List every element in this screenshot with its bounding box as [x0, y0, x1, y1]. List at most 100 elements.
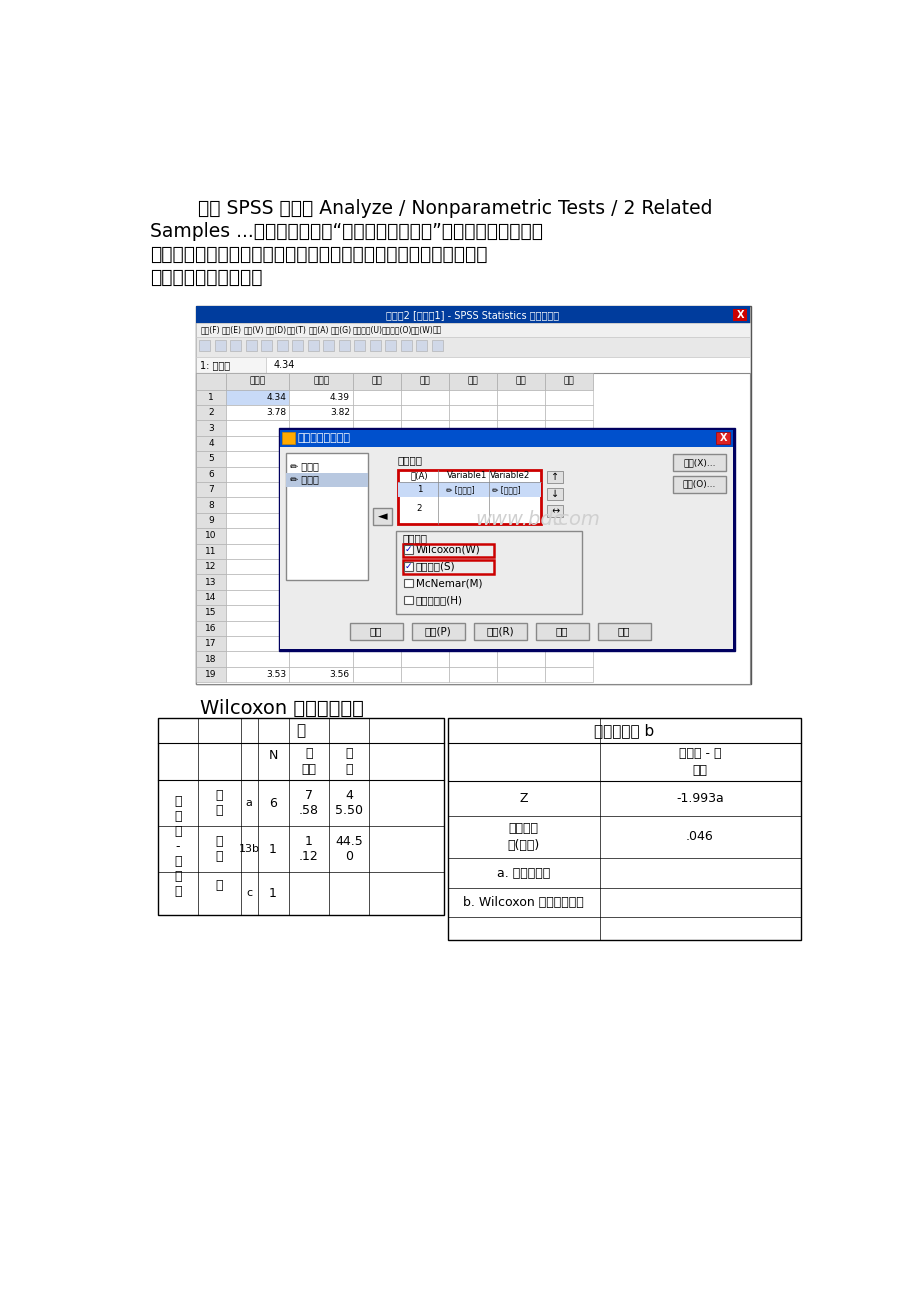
- Text: 正
秩: 正 秩: [215, 836, 222, 863]
- Bar: [448, 529, 496, 543]
- Text: 转换(T): 转换(T): [287, 326, 307, 335]
- Bar: [353, 529, 401, 543]
- Text: 7: 7: [208, 486, 214, 495]
- Text: 8: 8: [208, 500, 214, 509]
- Bar: [545, 466, 593, 482]
- Bar: [353, 372, 401, 389]
- Bar: [401, 405, 448, 421]
- Text: ✏ [甲方法]: ✏ [甲方法]: [446, 486, 474, 495]
- Bar: [282, 432, 294, 444]
- Bar: [401, 605, 448, 621]
- Bar: [545, 590, 593, 605]
- Bar: [196, 605, 225, 621]
- Bar: [323, 340, 334, 352]
- Bar: [353, 436, 401, 452]
- Text: 17: 17: [205, 639, 217, 648]
- Bar: [196, 372, 750, 684]
- Text: 取消: 取消: [555, 626, 568, 637]
- Text: 渐近显著
性(双侧): 渐近显著 性(双侧): [506, 822, 539, 852]
- Bar: [349, 622, 403, 639]
- Bar: [196, 466, 225, 482]
- Bar: [225, 559, 289, 574]
- Bar: [196, 574, 225, 590]
- Bar: [545, 543, 593, 559]
- Bar: [496, 452, 545, 466]
- Bar: [289, 529, 353, 543]
- Text: ↑: ↑: [550, 473, 559, 482]
- Bar: [289, 466, 353, 482]
- Text: 4.34: 4.34: [267, 393, 286, 402]
- Text: X: X: [736, 310, 743, 320]
- Bar: [403, 546, 412, 553]
- Text: ◄: ◄: [377, 510, 387, 523]
- Bar: [716, 432, 730, 444]
- Text: 3.82: 3.82: [330, 408, 349, 417]
- Bar: [496, 513, 545, 529]
- Text: Variable1: Variable1: [447, 471, 487, 480]
- Bar: [289, 482, 353, 497]
- Text: Variable2: Variable2: [490, 471, 530, 480]
- Text: c: c: [245, 888, 252, 898]
- Bar: [403, 596, 412, 604]
- Bar: [403, 543, 494, 557]
- Bar: [353, 605, 401, 621]
- Bar: [196, 559, 225, 574]
- Text: 附加内容(O): 附加内容(O): [381, 326, 412, 335]
- Text: 两个关联样本检验: 两个关联样本检验: [297, 434, 350, 443]
- Bar: [448, 513, 496, 529]
- Text: .046: .046: [686, 831, 713, 844]
- Bar: [353, 452, 401, 466]
- Text: 秩
和: 秩 和: [345, 747, 352, 776]
- Bar: [215, 340, 225, 352]
- Bar: [448, 590, 496, 605]
- Bar: [289, 405, 353, 421]
- Text: 未标题2 [数据集1] - SPSS Statistics 数据编辑器: 未标题2 [数据集1] - SPSS Statistics 数据编辑器: [386, 310, 559, 320]
- Bar: [225, 405, 289, 421]
- Bar: [401, 559, 448, 574]
- Bar: [496, 605, 545, 621]
- Text: 乙
方
法
-
甲
方
法: 乙 方 法 - 甲 方 法: [174, 796, 181, 898]
- Bar: [225, 590, 289, 605]
- Bar: [448, 482, 496, 497]
- Bar: [397, 482, 540, 497]
- Bar: [496, 389, 545, 405]
- Bar: [496, 529, 545, 543]
- Bar: [196, 372, 225, 389]
- Bar: [196, 529, 225, 543]
- Bar: [547, 488, 562, 500]
- Bar: [432, 340, 442, 352]
- Text: ，在输出窗口看结果。: ，在输出窗口看结果。: [150, 268, 262, 286]
- Bar: [289, 543, 353, 559]
- Bar: [673, 475, 725, 492]
- Bar: [196, 590, 225, 605]
- Bar: [225, 421, 289, 436]
- Text: a. 基于负秩。: a. 基于负秩。: [496, 867, 550, 880]
- Bar: [545, 389, 593, 405]
- Text: 符号检验(S): 符号检验(S): [415, 561, 455, 572]
- Text: 2: 2: [208, 408, 214, 417]
- Bar: [353, 667, 401, 682]
- Bar: [401, 590, 448, 605]
- Text: 实用程序(U): 实用程序(U): [352, 326, 381, 335]
- Text: ✓: ✓: [404, 561, 412, 570]
- Bar: [496, 466, 545, 482]
- Bar: [448, 452, 496, 466]
- Bar: [353, 389, 401, 405]
- Bar: [289, 452, 353, 466]
- Bar: [448, 559, 496, 574]
- Bar: [473, 622, 526, 639]
- Text: .com: .com: [552, 510, 600, 529]
- Text: X: X: [719, 434, 726, 443]
- Text: 4
5.50: 4 5.50: [335, 789, 363, 818]
- Bar: [308, 340, 319, 352]
- Text: b. Wilcoxon 带符号秩检验: b. Wilcoxon 带符号秩检验: [462, 896, 584, 909]
- Bar: [448, 436, 496, 452]
- Bar: [196, 452, 225, 466]
- Text: 4.39: 4.39: [330, 393, 349, 402]
- Bar: [279, 447, 732, 648]
- Bar: [545, 372, 593, 389]
- Text: 2: 2: [416, 504, 422, 513]
- Text: 重置(R): 重置(R): [486, 626, 514, 637]
- Text: 4.34: 4.34: [274, 359, 295, 370]
- Bar: [289, 590, 353, 605]
